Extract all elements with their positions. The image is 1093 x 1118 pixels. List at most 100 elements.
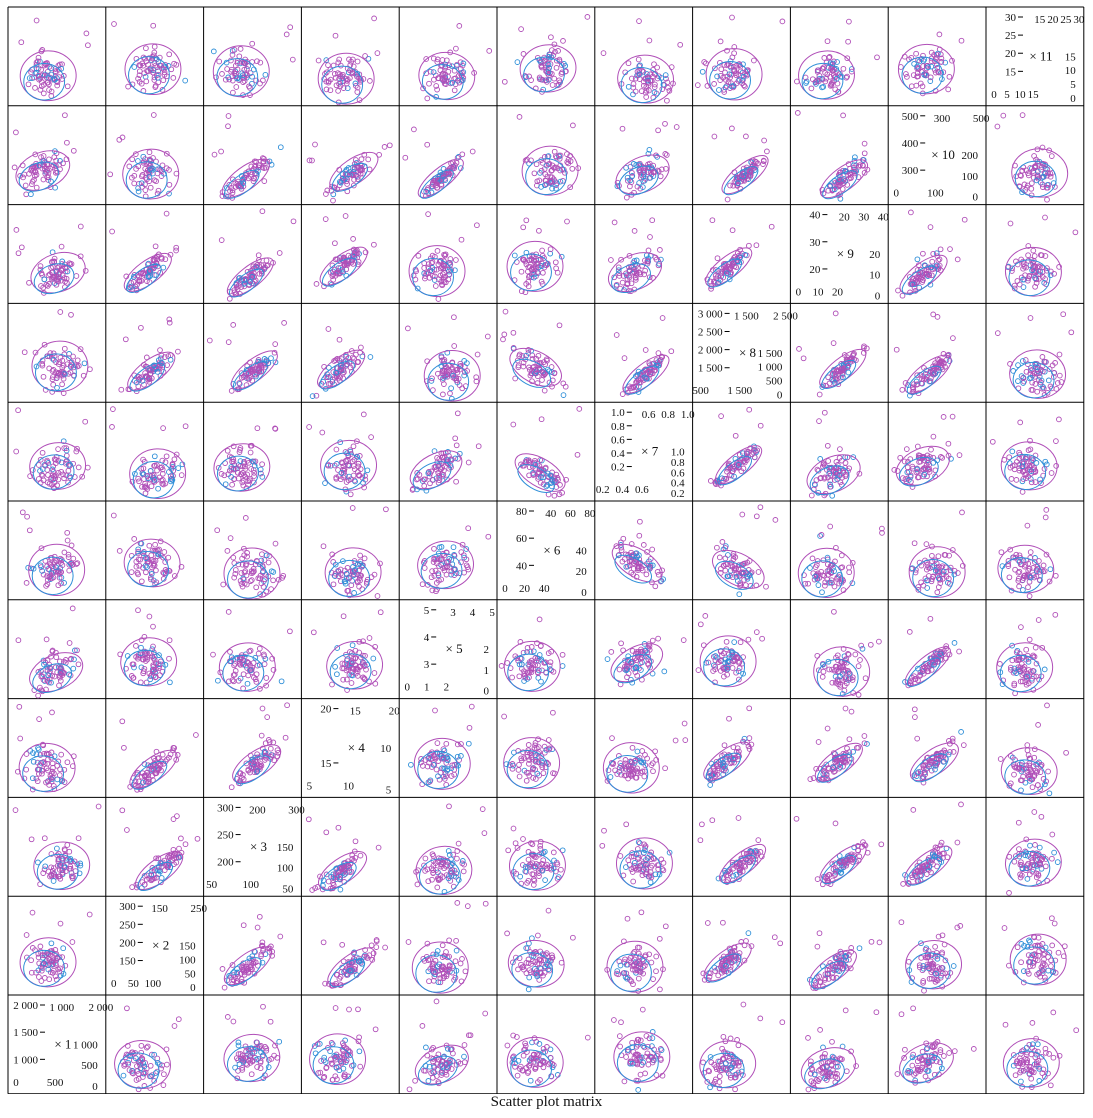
- data-point: [451, 314, 457, 321]
- data-point: [171, 60, 177, 67]
- data-point: [278, 678, 285, 685]
- data-point: [210, 651, 216, 658]
- data-point: [640, 171, 647, 178]
- data-point: [733, 62, 740, 69]
- data-point: [652, 583, 659, 590]
- data-point: [625, 83, 632, 90]
- data-point: [337, 62, 344, 69]
- data-point: [543, 262, 550, 269]
- data-point: [518, 268, 525, 275]
- data-point: [913, 82, 920, 89]
- tick-label: 2 500: [698, 327, 723, 339]
- data-point: [48, 178, 54, 185]
- data-point: [248, 174, 254, 180]
- data-point: [255, 650, 262, 657]
- data-point: [724, 73, 731, 80]
- data-point: [129, 156, 136, 163]
- data-point: [436, 177, 442, 183]
- variable-label: × 10: [931, 147, 955, 162]
- data-point: [732, 432, 739, 439]
- data-point: [1042, 214, 1048, 221]
- data-point: [928, 264, 935, 271]
- data-point: [359, 166, 365, 173]
- data-point: [1025, 584, 1031, 591]
- tick-label: 200: [962, 150, 979, 162]
- data-point: [1039, 274, 1046, 280]
- data-point: [618, 256, 624, 263]
- data-point: [549, 82, 556, 88]
- data-point: [860, 162, 866, 169]
- data-point: [241, 277, 248, 284]
- data-point: [371, 241, 377, 248]
- ellipse-group-a: [897, 43, 955, 95]
- data-point: [642, 164, 649, 171]
- ellipse-group-a: [122, 148, 180, 200]
- data-point: [136, 278, 143, 285]
- data-point: [421, 270, 428, 277]
- data-point: [820, 84, 827, 90]
- data-point: [37, 266, 44, 273]
- data-point: [360, 411, 367, 418]
- data-point: [551, 75, 558, 82]
- data-point: [729, 54, 736, 61]
- tick-label: 0: [1070, 93, 1076, 105]
- data-point: [827, 523, 834, 530]
- data-point: [994, 123, 1001, 130]
- data-point: [629, 75, 635, 82]
- data-point: [153, 567, 159, 574]
- variable-label: × 11: [1029, 48, 1052, 63]
- data-point: [147, 266, 153, 272]
- data-point: [423, 56, 430, 62]
- data-point: [954, 256, 961, 263]
- data-point: [325, 62, 331, 68]
- data-point: [453, 442, 460, 449]
- data-point: [43, 281, 50, 288]
- data-point: [259, 155, 266, 161]
- data-point: [934, 589, 941, 596]
- data-point: [935, 257, 942, 264]
- data-point: [734, 183, 741, 189]
- data-point: [699, 68, 706, 75]
- variable-label: × 6: [543, 542, 561, 557]
- data-point: [56, 269, 63, 276]
- data-point: [154, 256, 161, 263]
- data-point: [730, 260, 736, 267]
- data-point: [565, 156, 572, 163]
- scatter-cell-x8-x6: [712, 504, 779, 598]
- tick-label: 400: [902, 138, 919, 150]
- data-point: [646, 146, 653, 153]
- data-point: [348, 680, 355, 686]
- data-point: [636, 532, 643, 539]
- data-point: [903, 71, 909, 77]
- data-point: [538, 416, 545, 423]
- data-point: [451, 87, 458, 94]
- data-point: [956, 452, 963, 458]
- data-point: [840, 177, 847, 183]
- data-point: [136, 78, 143, 85]
- data-point: [945, 86, 952, 93]
- data-point: [821, 409, 828, 416]
- data-point: [564, 218, 570, 225]
- data-point: [64, 529, 71, 536]
- data-point: [214, 527, 221, 534]
- scatter-cell-x1-x8: [21, 309, 93, 396]
- data-point: [533, 161, 540, 168]
- data-point: [28, 191, 34, 198]
- data-point: [520, 51, 527, 57]
- data-point: [81, 360, 88, 367]
- tick-label: 500: [902, 111, 919, 123]
- data-point: [226, 295, 233, 302]
- data-point: [350, 236, 356, 242]
- data-point: [1020, 380, 1027, 386]
- data-point: [218, 237, 225, 243]
- data-point: [621, 355, 628, 361]
- data-point: [935, 69, 942, 76]
- data-point: [850, 164, 857, 171]
- data-point: [764, 148, 770, 155]
- data-point: [822, 78, 829, 85]
- data-point: [754, 160, 761, 167]
- data-point: [237, 183, 243, 190]
- data-point: [474, 222, 480, 229]
- data-point: [256, 270, 263, 277]
